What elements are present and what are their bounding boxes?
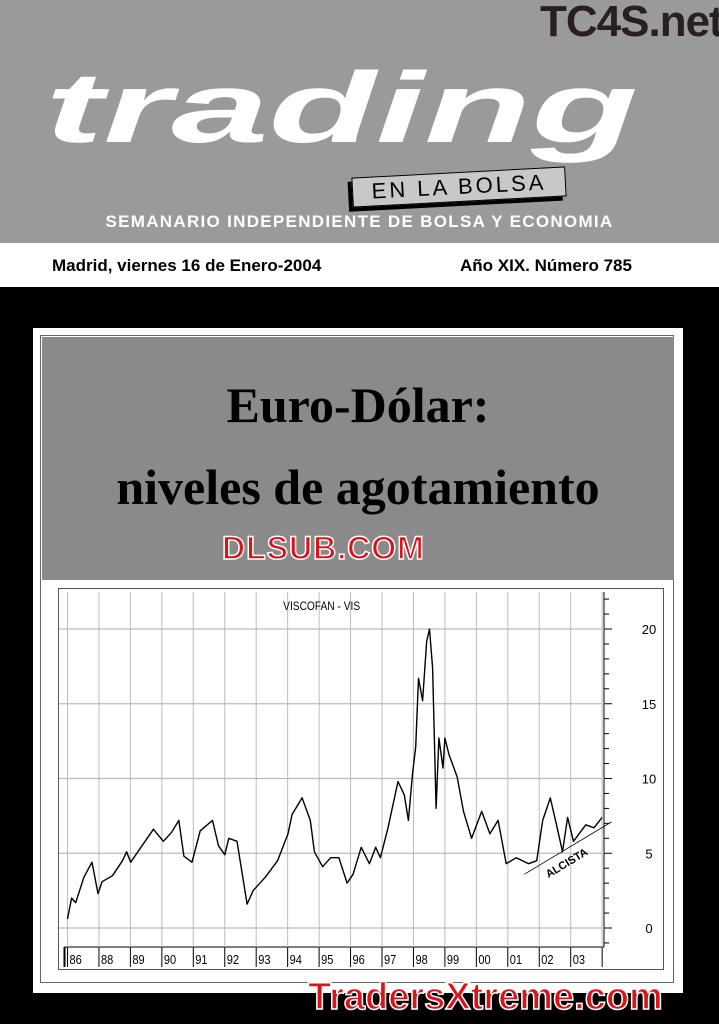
card-border: [40, 335, 674, 983]
issue-date: Madrid, viernes 16 de Enero-2004: [52, 256, 322, 275]
x-tick-label: 99: [447, 952, 460, 967]
x-tick-label: 00: [478, 952, 491, 967]
x-tick-label: 96: [353, 952, 366, 967]
headline-line-1: Euro-Dólar:: [226, 377, 490, 433]
dateline-band: [0, 243, 719, 287]
chart-svg: 20 15 10 5 0 03 02 01 00 99 98 97 96 95 94 93 92 91 90 89 88…: [59, 592, 656, 967]
tradersxtreme-watermark: TradersXtreme.com: [307, 976, 663, 1018]
masthead-subtitle: SEMANARIO INDEPENDIENTE DE BOLSA Y ECONO…: [105, 212, 614, 231]
x-tick-label: 98: [415, 952, 428, 967]
trendline: [524, 821, 612, 875]
x-tick-label: 02: [541, 952, 554, 967]
price-chart: 20 15 10 5 0 03 02 01 00 99 98 97 96 95 94 93 92 91 90 89 88…: [58, 588, 664, 970]
headline-panel: [42, 337, 674, 580]
x-tick-label: 88: [101, 952, 114, 967]
y-tick-label: 5: [645, 846, 652, 861]
x-tick-label: 03: [573, 952, 586, 967]
y-tick-label: 20: [642, 622, 656, 637]
magazine-logo: trading: [45, 52, 639, 164]
x-tick-label: 89: [132, 952, 145, 967]
x-tick-label: 97: [384, 952, 397, 967]
y-tick-label: 15: [642, 697, 656, 712]
x-tick-label: 91: [195, 952, 208, 967]
x-tick-label: 93: [258, 952, 271, 967]
y-tick-label: 10: [642, 772, 656, 787]
price-line: [66, 628, 603, 920]
chart-title: VISCOFAN - VIS: [283, 600, 360, 613]
y-tick-label: 0: [645, 921, 652, 936]
tc4s-watermark: TC4S.net: [540, 0, 719, 46]
trendline-label: ALCISTA: [544, 846, 590, 880]
headline-line-2: niveles de agotamiento: [116, 459, 600, 515]
issue-number: Año XIX. Número 785: [460, 256, 632, 275]
x-tick-label: 94: [290, 952, 303, 967]
x-tick-label: 01: [510, 952, 523, 967]
dlsub-watermark: DLSUB.COM: [221, 530, 425, 566]
x-tick-label: 86: [70, 952, 83, 967]
x-tick-label: 95: [321, 952, 334, 967]
x-tick-label: 90: [164, 952, 177, 967]
x-tick-label: 92: [227, 952, 240, 967]
